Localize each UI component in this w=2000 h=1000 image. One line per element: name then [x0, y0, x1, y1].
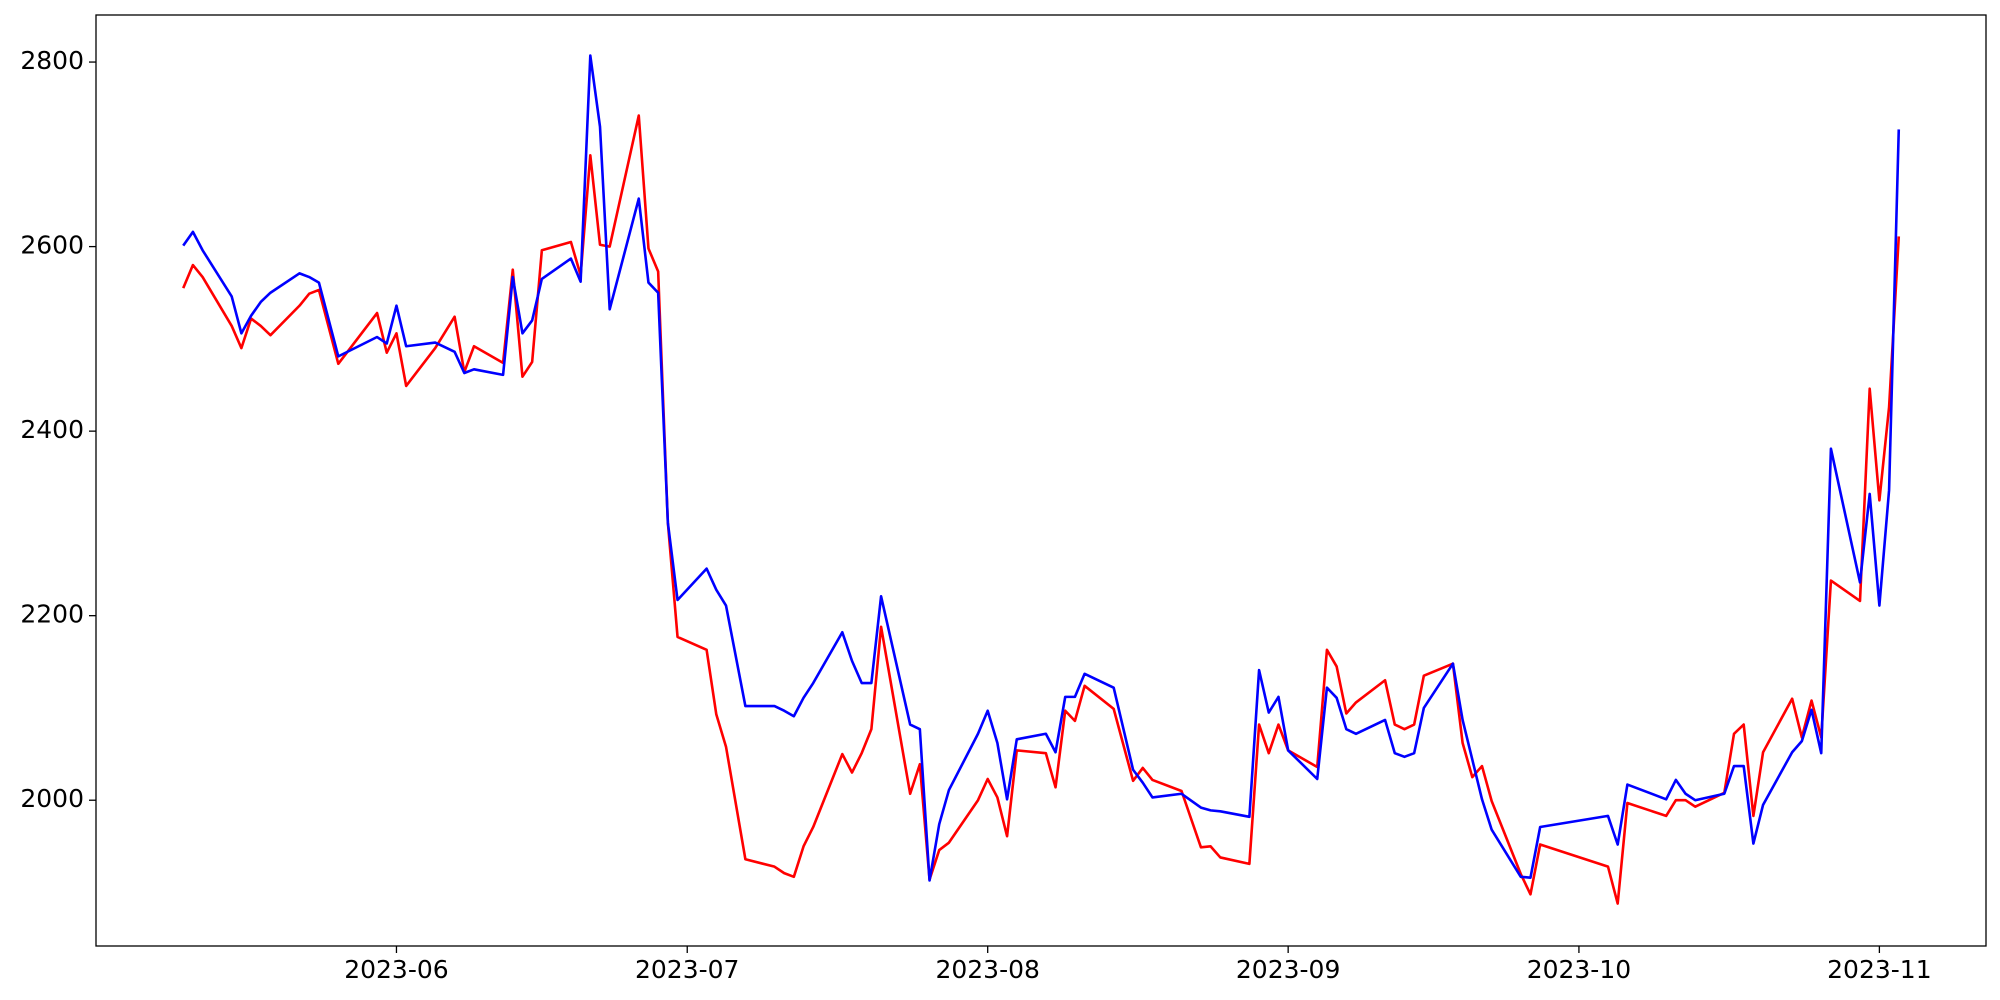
- y-tick-label: 2400: [20, 415, 84, 444]
- x-tick-label: 2023-09: [1236, 955, 1340, 984]
- y-tick-label: 2200: [20, 600, 84, 629]
- x-tick-label: 2023-11: [1827, 955, 1931, 984]
- x-tick-label: 2023-10: [1527, 955, 1631, 984]
- y-tick-label: 2800: [20, 46, 84, 75]
- x-tick-label: 2023-07: [635, 955, 739, 984]
- series-line: [182, 114, 1901, 905]
- x-tick-label: 2023-06: [344, 955, 448, 984]
- y-tick-label: 2000: [20, 784, 84, 813]
- x-tick-label: 2023-08: [935, 955, 1039, 984]
- y-tick-label: 2600: [20, 231, 84, 260]
- plot-frame: [95, 14, 1987, 947]
- series-line: [182, 54, 1901, 882]
